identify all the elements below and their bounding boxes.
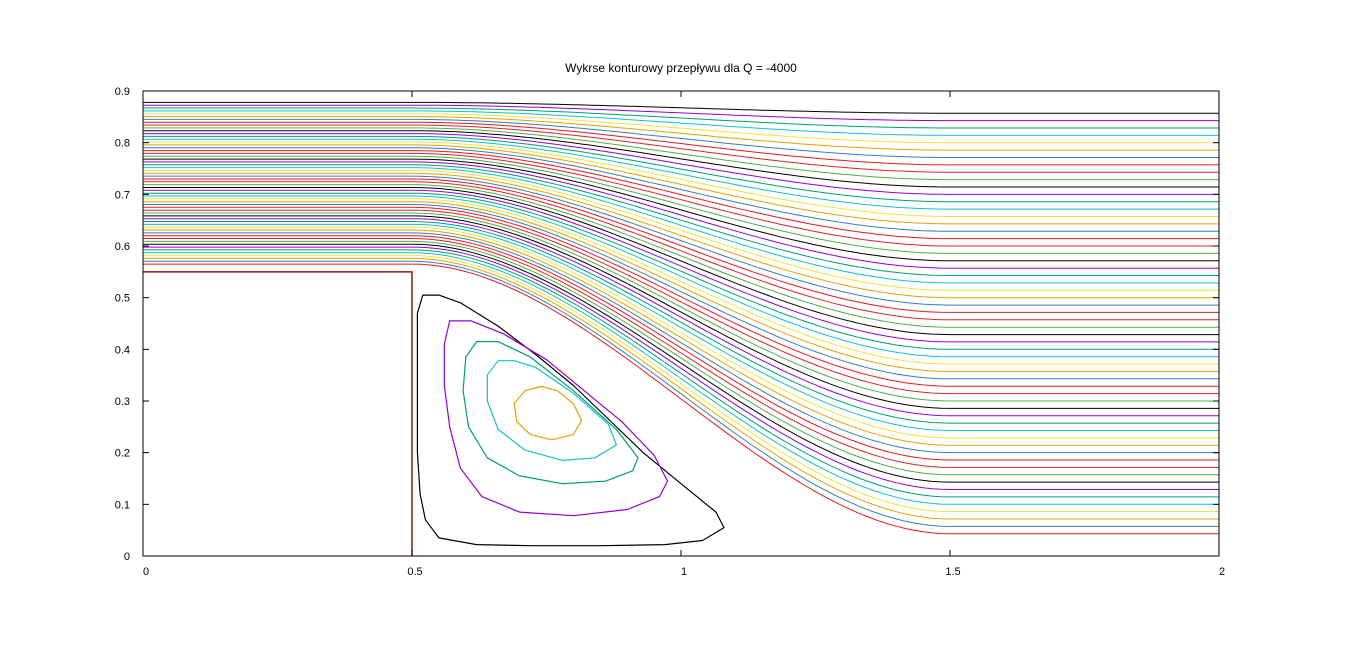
streamline xyxy=(143,170,1219,291)
streamline xyxy=(143,192,1219,350)
streamline xyxy=(143,133,1219,195)
vortex-group xyxy=(416,294,725,547)
streamline xyxy=(143,238,1219,468)
streamline xyxy=(143,243,1219,483)
y-tick-label: 0.8 xyxy=(115,138,130,150)
y-tick-label: 0 xyxy=(124,551,130,563)
vortex-contour xyxy=(443,320,669,517)
axes: 0 0.5 1 1.5 2 0 0.1 0.2 0.3 0.4 0.5 0.6 0.7 0.8 0.9 xyxy=(115,86,1225,578)
streamline xyxy=(143,229,1219,446)
streamline xyxy=(143,255,1219,513)
streamline xyxy=(143,150,1219,240)
y-tick-label: 0.9 xyxy=(115,86,130,98)
streamline xyxy=(143,152,1219,247)
streamline xyxy=(143,172,1219,299)
vortex-contour xyxy=(416,294,725,547)
streamline xyxy=(143,104,1219,122)
streamline xyxy=(143,116,1219,151)
streamline xyxy=(143,178,1219,313)
streamline xyxy=(143,189,1219,343)
streamline xyxy=(143,252,1219,505)
y-tick-label: 0.4 xyxy=(115,344,130,356)
obstacle-step xyxy=(143,271,413,556)
y-tick-label: 0.1 xyxy=(115,499,130,511)
vortex-contour xyxy=(486,360,618,461)
obstacle-edge xyxy=(143,271,413,556)
streamline xyxy=(143,260,1219,527)
chart-title: Wykrse konturowy przepływu dla Q = -4000 xyxy=(565,61,797,75)
streamline xyxy=(143,110,1219,136)
streamline xyxy=(143,107,1219,129)
streamline xyxy=(143,204,1219,380)
streamline xyxy=(143,240,1219,476)
streamline xyxy=(143,198,1219,365)
streamline xyxy=(143,201,1219,372)
y-tick-label: 0.2 xyxy=(115,448,130,460)
streamline xyxy=(143,101,1219,114)
streamline xyxy=(143,155,1219,254)
streamline xyxy=(143,221,1219,424)
streamline xyxy=(143,135,1219,203)
streamline xyxy=(143,246,1219,490)
streamline xyxy=(143,209,1219,395)
streamline xyxy=(143,218,1219,417)
streamline xyxy=(143,187,1219,336)
streamline xyxy=(143,118,1219,158)
x-tick-label: 0 xyxy=(143,566,149,578)
obstacle-fill xyxy=(143,271,412,556)
streamline xyxy=(143,127,1219,181)
streamline xyxy=(143,113,1219,144)
y-tick-label: 0.5 xyxy=(115,293,130,305)
y-tick-label: 0.3 xyxy=(115,396,130,408)
streamline xyxy=(143,144,1219,225)
streamline xyxy=(143,158,1219,262)
x-tick-label: 1 xyxy=(681,566,687,578)
streamline xyxy=(143,164,1219,276)
vortex-contour xyxy=(513,385,583,441)
streamline xyxy=(143,263,1219,535)
streamline xyxy=(143,181,1219,321)
streamline xyxy=(143,257,1219,520)
x-tick-label: 2 xyxy=(1219,566,1225,578)
streamline xyxy=(143,141,1219,217)
y-tick-label: 0.6 xyxy=(115,241,130,253)
streamline xyxy=(143,161,1219,269)
streamline xyxy=(143,195,1219,358)
x-tick-label: 0.5 xyxy=(407,566,422,578)
streamline xyxy=(143,147,1219,232)
streamline xyxy=(143,184,1219,328)
streamline xyxy=(143,175,1219,306)
streamline xyxy=(143,249,1219,498)
streamline xyxy=(143,232,1219,454)
y-tick-label: 0.7 xyxy=(115,189,130,201)
streamline xyxy=(143,215,1219,409)
streamline xyxy=(143,206,1219,387)
streamline xyxy=(143,121,1219,166)
streamline-group xyxy=(143,101,1219,535)
streamline xyxy=(143,226,1219,439)
vortex-contour xyxy=(462,341,639,485)
streamline xyxy=(143,235,1219,461)
streamline xyxy=(143,212,1219,402)
streamline xyxy=(143,138,1219,210)
streamline xyxy=(143,223,1219,431)
x-tick-label: 1.5 xyxy=(945,566,960,578)
streamline xyxy=(143,130,1219,188)
streamline xyxy=(143,167,1219,284)
streamline xyxy=(143,124,1219,173)
